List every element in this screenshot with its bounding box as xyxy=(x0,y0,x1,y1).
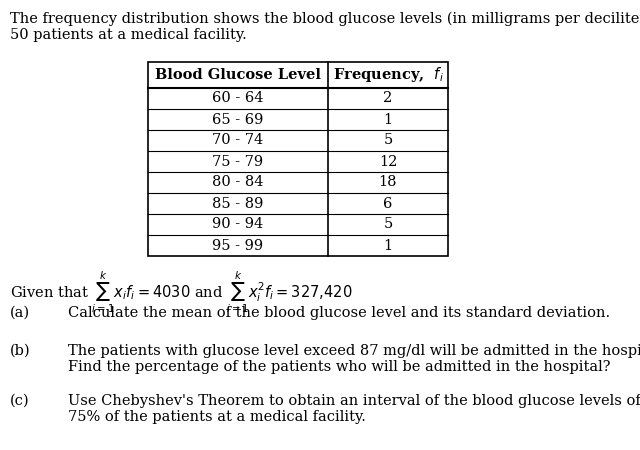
Text: 50 patients at a medical facility.: 50 patients at a medical facility. xyxy=(10,28,247,42)
Text: 5: 5 xyxy=(383,217,392,231)
Text: (c): (c) xyxy=(10,394,29,408)
Text: 90 - 94: 90 - 94 xyxy=(212,217,264,231)
Text: 65 - 69: 65 - 69 xyxy=(212,112,264,126)
Text: The patients with glucose level exceed 87 mg/dl will be admitted in the hospital: The patients with glucose level exceed 8… xyxy=(68,344,640,358)
Text: 12: 12 xyxy=(379,154,397,168)
Text: (b): (b) xyxy=(10,344,31,358)
Text: (a): (a) xyxy=(10,306,30,320)
Text: Frequency,  $f_i$: Frequency, $f_i$ xyxy=(333,66,444,85)
Text: 75% of the patients at a medical facility.: 75% of the patients at a medical facilit… xyxy=(68,410,366,424)
Text: 6: 6 xyxy=(383,197,393,211)
Text: Calculate the mean of the blood glucose level and its standard deviation.: Calculate the mean of the blood glucose … xyxy=(68,306,610,320)
Text: Blood Glucose Level: Blood Glucose Level xyxy=(155,68,321,82)
Text: Use Chebyshev's Theorem to obtain an interval of the blood glucose levels of at : Use Chebyshev's Theorem to obtain an int… xyxy=(68,394,640,408)
Text: Given that $\sum_{i=1}^{k} x_i f_i = 4030$ and $\sum_{i=1}^{k} x_i^2 f_i = 327{,: Given that $\sum_{i=1}^{k} x_i f_i = 403… xyxy=(10,270,353,315)
Bar xyxy=(148,62,448,256)
Text: 18: 18 xyxy=(379,176,397,189)
Text: 70 - 74: 70 - 74 xyxy=(212,134,264,148)
Text: 2: 2 xyxy=(383,91,392,105)
Text: 75 - 79: 75 - 79 xyxy=(212,154,264,168)
Text: Find the percentage of the patients who will be admitted in the hospital?: Find the percentage of the patients who … xyxy=(68,360,611,374)
Text: 80 - 84: 80 - 84 xyxy=(212,176,264,189)
Text: 85 - 89: 85 - 89 xyxy=(212,197,264,211)
Text: 1: 1 xyxy=(383,112,392,126)
Text: 60 - 64: 60 - 64 xyxy=(212,91,264,105)
Text: 5: 5 xyxy=(383,134,392,148)
Text: The frequency distribution shows the blood glucose levels (in milligrams per dec: The frequency distribution shows the blo… xyxy=(10,12,640,27)
Text: 95 - 99: 95 - 99 xyxy=(212,238,264,252)
Text: 1: 1 xyxy=(383,238,392,252)
